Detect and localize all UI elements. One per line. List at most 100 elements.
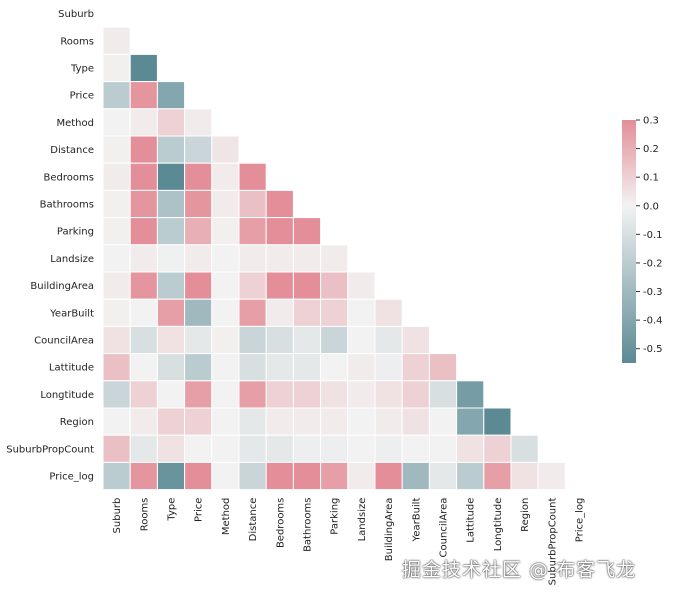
heatmap-cell-region-buildingarea	[374, 407, 403, 436]
heatmap-cell-longtitude-lattitude	[456, 380, 485, 409]
heatmap-cell-lattitude-buildingarea	[374, 353, 403, 382]
heatmap-cell-distance-rooms	[129, 135, 158, 164]
heatmap-cell-suburbpropcount-rooms	[129, 434, 158, 463]
heatmap-cell-price_log-price	[184, 461, 213, 491]
heatmap-cell-longtitude-distance	[238, 380, 267, 409]
heatmap-cell-bedrooms-suburb	[102, 162, 131, 191]
heatmap-cell-yearbuilt-price	[184, 298, 213, 327]
heatmap-cell-longtitude-bedrooms	[265, 380, 294, 409]
heatmap-cell-suburbpropcount-suburb	[102, 434, 131, 463]
heatmap-cell-distance-price	[184, 135, 213, 164]
heatmap-cell-buildingarea-rooms	[129, 271, 158, 300]
heatmap-cell-bathrooms-distance	[238, 189, 267, 219]
heatmap-cell-lattitude-bedrooms	[265, 353, 294, 382]
heatmap-cell-method-suburb	[102, 108, 131, 137]
heatmap-cell-landsize-type	[156, 244, 186, 273]
heatmap-cell-lattitude-suburb	[102, 353, 131, 382]
heatmap-cell-yearbuilt-type	[156, 298, 186, 327]
heatmap-cell-longtitude-bathrooms	[292, 380, 322, 409]
heatmap-cell-yearbuilt-suburb	[102, 298, 131, 327]
heatmap-cell-suburbpropcount-parking	[320, 434, 349, 463]
heatmap-cell-parking-bathrooms	[292, 217, 322, 246]
heatmap-cell-longtitude-rooms	[129, 380, 158, 409]
colorbar-tick-label: 0.3	[643, 116, 659, 127]
heatmap-cell-bathrooms-rooms	[129, 189, 158, 219]
heatmap-cell-councilarea-distance	[238, 325, 267, 355]
heatmap-cell-councilarea-rooms	[129, 325, 158, 355]
heatmap-cell-price_log-councilarea	[428, 461, 458, 491]
heatmap-cell-longtitude-landsize	[347, 380, 376, 409]
heatmap-cell-price_log-lattitude	[456, 461, 485, 491]
heatmap-cell-longtitude-method	[211, 380, 240, 409]
x-tick-label: Longtitude	[493, 498, 504, 552]
x-axis-tick-labels: Suburb Rooms Type Price Method Distance Bedroo…	[112, 498, 585, 586]
heatmap-cell-price_log-landsize	[347, 461, 376, 491]
heatmap-cell-suburbpropcount-type	[156, 434, 186, 463]
heatmap-cell-lattitude-landsize	[347, 353, 376, 382]
heatmap-cell-price_log-parking	[320, 461, 349, 491]
heatmap-cell-bathrooms-bedrooms	[265, 189, 294, 219]
heatmap-cell-parking-type	[156, 217, 186, 246]
y-tick-label: Distance	[50, 145, 94, 156]
heatmap-cell-type-rooms	[129, 53, 158, 83]
y-tick-label: Type	[70, 64, 94, 75]
y-tick-label: Bedrooms	[44, 172, 94, 183]
heatmap-cell-councilarea-type	[156, 325, 186, 355]
y-tick-label: Lattitude	[49, 363, 94, 374]
colorbar-tick-label: -0.2	[643, 258, 663, 269]
y-tick-label: Rooms	[60, 36, 94, 47]
heatmap-cell-price_log-buildingarea	[374, 461, 403, 491]
heatmap-cell-distance-suburb	[102, 135, 131, 164]
heatmap-cell-buildingarea-parking	[320, 271, 349, 300]
x-tick-label: Parking	[330, 498, 341, 535]
x-tick-label: Method	[221, 498, 232, 536]
heatmap-cell-region-rooms	[129, 407, 158, 436]
heatmap-cell-price_log-suburb	[102, 461, 131, 491]
x-tick-label: Bathrooms	[303, 498, 314, 552]
y-tick-label: BuildingArea	[30, 281, 94, 292]
heatmap-cell-yearbuilt-parking	[320, 298, 349, 327]
y-tick-label: Suburb	[58, 9, 94, 20]
heatmap-cell-councilarea-price	[184, 325, 213, 355]
heatmap-cell-landsize-suburb	[102, 244, 131, 273]
heatmap-cell-price_log-region	[510, 461, 539, 491]
heatmap-cell-bathrooms-price	[184, 189, 213, 219]
heatmap-cell-suburbpropcount-method	[211, 434, 240, 463]
y-axis-tick-labels: Suburb Rooms Type Price Method Distance Bedroo…	[6, 9, 94, 482]
heatmap-cell-price_log-distance	[238, 461, 267, 491]
heatmap-cell-parking-distance	[238, 217, 267, 246]
heatmap-cell-lattitude-distance	[238, 353, 267, 382]
x-tick-label: SuburbPropCount	[547, 498, 558, 586]
heatmap-cell-price_log-bathrooms	[292, 461, 322, 491]
heatmap-cells	[102, 26, 566, 491]
y-tick-label: Price	[70, 91, 94, 102]
x-tick-label: Price	[194, 498, 205, 522]
heatmap-cell-parking-method	[211, 217, 240, 246]
heatmap-cell-longtitude-type	[156, 380, 186, 409]
heatmap-cell-buildingarea-distance	[238, 271, 267, 300]
heatmap-cell-suburbpropcount-region	[510, 434, 539, 463]
heatmap-cell-region-landsize	[347, 407, 376, 436]
x-tick-label: Landsize	[357, 498, 368, 542]
heatmap-cell-suburbpropcount-price	[184, 434, 213, 463]
heatmap-cell-landsize-parking	[320, 244, 349, 273]
heatmap-cell-councilarea-landsize	[347, 325, 376, 355]
heatmap-cell-bedrooms-distance	[238, 162, 267, 191]
heatmap-cell-price_log-yearbuilt	[401, 461, 430, 491]
heatmap-cell-lattitude-method	[211, 353, 240, 382]
heatmap-cell-landsize-price	[184, 244, 213, 273]
colorbar-ticks: 0.3 0.2 0.1 0.0 -0.1 -0.2 -0.3 -0.4 -0.5	[636, 116, 663, 355]
heatmap-cell-councilarea-method	[211, 325, 240, 355]
heatmap-cell-bathrooms-type	[156, 189, 186, 219]
heatmap-cell-bedrooms-method	[211, 162, 240, 191]
heatmap-cell-price_log-rooms	[129, 461, 158, 491]
x-tick-label: CouncilArea	[439, 498, 450, 558]
colorbar-tick-label: 0.1	[643, 173, 659, 184]
colorbar-tick-label: 0.2	[643, 144, 659, 155]
heatmap-cell-yearbuilt-buildingarea	[374, 298, 403, 327]
heatmap-cell-buildingarea-method	[211, 271, 240, 300]
colorbar-tick-label: 0.0	[643, 201, 659, 212]
heatmap-cell-councilarea-suburb	[102, 325, 131, 355]
heatmap-cell-parking-rooms	[129, 217, 158, 246]
heatmap-cell-landsize-rooms	[129, 244, 158, 273]
